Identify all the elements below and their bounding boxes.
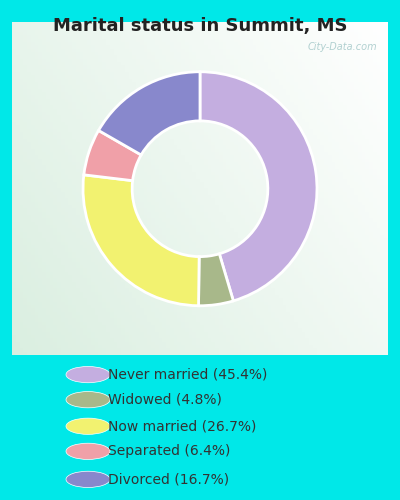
Text: Never married (45.4%): Never married (45.4%) xyxy=(108,368,267,382)
Circle shape xyxy=(66,471,110,488)
Text: Divorced (16.7%): Divorced (16.7%) xyxy=(108,472,229,486)
Text: City-Data.com: City-Data.com xyxy=(307,42,377,52)
Wedge shape xyxy=(98,72,200,155)
Text: Now married (26.7%): Now married (26.7%) xyxy=(108,419,256,433)
Circle shape xyxy=(66,418,110,434)
Circle shape xyxy=(66,366,110,382)
Circle shape xyxy=(66,392,110,408)
Wedge shape xyxy=(198,254,233,306)
Text: Marital status in Summit, MS: Marital status in Summit, MS xyxy=(53,18,347,36)
Text: Widowed (4.8%): Widowed (4.8%) xyxy=(108,392,222,406)
Wedge shape xyxy=(200,72,317,301)
Wedge shape xyxy=(84,130,141,180)
Circle shape xyxy=(66,443,110,460)
Wedge shape xyxy=(83,175,199,306)
Text: Separated (6.4%): Separated (6.4%) xyxy=(108,444,230,458)
